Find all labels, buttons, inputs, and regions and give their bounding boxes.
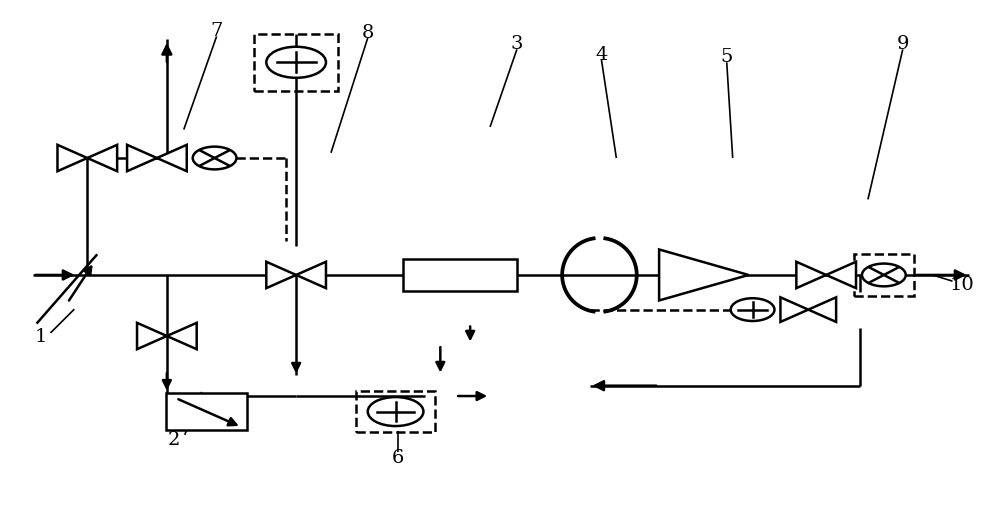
- Text: 5: 5: [721, 48, 733, 66]
- Polygon shape: [137, 323, 167, 349]
- Text: 8: 8: [362, 24, 374, 42]
- Circle shape: [266, 47, 326, 78]
- Polygon shape: [87, 145, 117, 171]
- Polygon shape: [296, 262, 326, 288]
- Polygon shape: [57, 145, 87, 171]
- Polygon shape: [780, 297, 808, 322]
- Polygon shape: [808, 297, 836, 322]
- Bar: [854, 254, 914, 295]
- Text: 7: 7: [210, 22, 223, 40]
- Polygon shape: [796, 262, 826, 288]
- Text: 9: 9: [897, 35, 909, 53]
- Circle shape: [731, 298, 774, 321]
- Polygon shape: [659, 249, 749, 301]
- Polygon shape: [167, 323, 197, 349]
- Polygon shape: [127, 145, 157, 171]
- Polygon shape: [157, 145, 187, 171]
- Bar: [403, 259, 517, 291]
- Text: 6: 6: [391, 449, 404, 467]
- Circle shape: [193, 146, 236, 169]
- Polygon shape: [266, 262, 296, 288]
- Polygon shape: [826, 262, 856, 288]
- Circle shape: [368, 397, 423, 426]
- Bar: [166, 393, 247, 430]
- Text: 1: 1: [34, 327, 47, 346]
- Circle shape: [862, 264, 906, 286]
- Text: 10: 10: [950, 276, 975, 294]
- Text: 3: 3: [511, 35, 523, 53]
- Text: 4: 4: [595, 46, 608, 63]
- Text: 2: 2: [168, 431, 180, 449]
- Bar: [254, 34, 338, 91]
- Bar: [356, 391, 435, 432]
